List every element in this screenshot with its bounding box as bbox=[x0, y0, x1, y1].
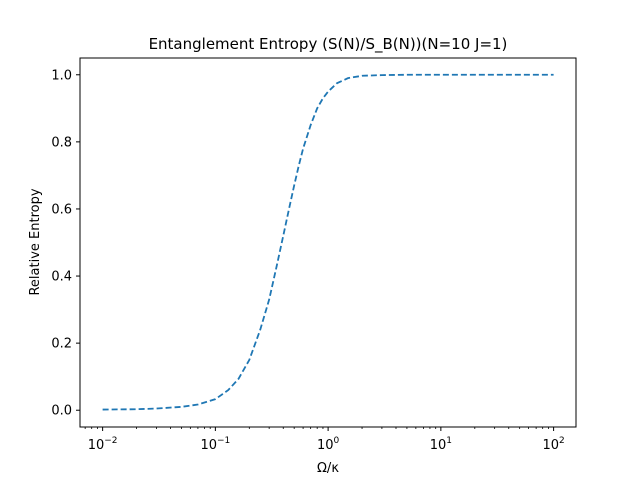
y-tick-label: 0.8 bbox=[51, 135, 72, 150]
x-tick-base: 10 bbox=[200, 438, 217, 453]
x-tick-label: 10−1 bbox=[200, 436, 230, 453]
chart-title: Entanglement Entropy (S(N)/S_B(N))(N=10 … bbox=[149, 35, 508, 54]
x-tick-exponent: −1 bbox=[217, 436, 230, 446]
series-line bbox=[102, 73, 554, 411]
chart-title-text: Entanglement Entropy (S(N)/S_B(N))(N=10 … bbox=[149, 35, 508, 54]
x-axis-ticks: 10−2 10−1 100 101 102 bbox=[84, 427, 565, 453]
x-tick-base: 10 bbox=[317, 438, 334, 453]
x-tick-exponent: 2 bbox=[559, 436, 565, 446]
x-tick-label: 102 bbox=[542, 436, 564, 453]
x-tick-base: 10 bbox=[88, 438, 105, 453]
x-axis-label: Ω/κ bbox=[317, 461, 339, 476]
y-tick-label: 0.2 bbox=[51, 337, 72, 352]
x-tick-label: 101 bbox=[430, 436, 452, 453]
y-axis-label: Relative Entropy bbox=[28, 188, 43, 295]
y-tick-label: 0.0 bbox=[51, 404, 72, 419]
x-tick-exponent: 1 bbox=[446, 436, 452, 446]
x-tick-base: 10 bbox=[542, 438, 559, 453]
y-tick-label: 0.6 bbox=[51, 202, 72, 217]
x-tick-exponent: −2 bbox=[104, 436, 117, 446]
plot-area bbox=[79, 57, 577, 428]
x-tick-label: 10−2 bbox=[88, 436, 118, 453]
x-tick-base: 10 bbox=[430, 438, 447, 453]
x-tick-label: 100 bbox=[317, 436, 340, 453]
x-tick-exponent: 0 bbox=[334, 436, 340, 446]
y-axis-ticks: 0.0 0.2 0.4 0.6 0.8 1.0 bbox=[51, 68, 80, 419]
series-layer bbox=[102, 73, 554, 411]
y-tick-label: 0.4 bbox=[51, 270, 72, 285]
y-tick-label: 1.0 bbox=[51, 68, 72, 83]
